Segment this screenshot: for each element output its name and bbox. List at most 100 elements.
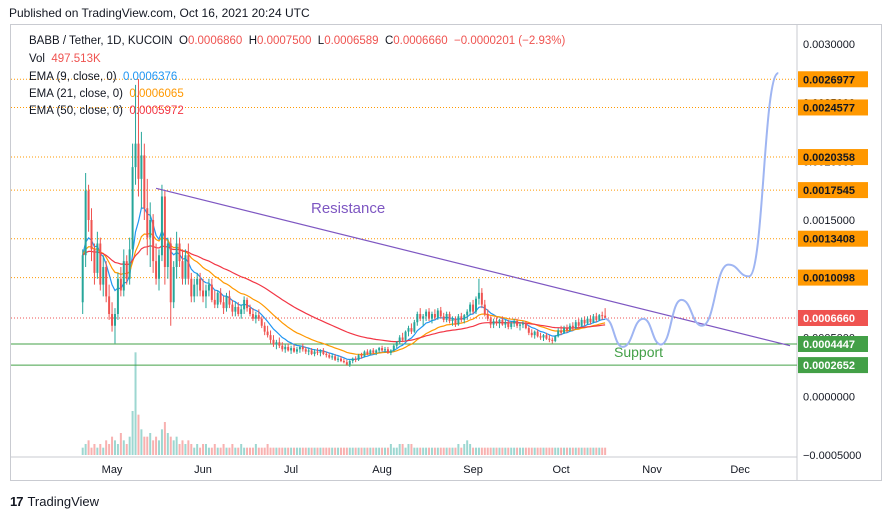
tradingview-brand: TradingView: [27, 494, 100, 509]
volume-bar: [498, 447, 501, 455]
x-tick-label: Aug: [372, 464, 392, 476]
candle-body: [428, 311, 431, 319]
volume-bar: [90, 447, 93, 455]
x-tick-label: Sep: [463, 464, 483, 476]
candle-body: [563, 328, 566, 333]
candle-body: [281, 345, 284, 350]
volume-bar: [251, 447, 254, 455]
candle-body: [360, 355, 363, 357]
volume-bar: [604, 447, 607, 455]
volume-bar: [416, 447, 419, 455]
candle-body: [243, 299, 246, 310]
volume-bar: [322, 447, 325, 455]
level-price-label: 0.0004447: [803, 339, 855, 351]
candle-body: [410, 328, 413, 332]
volume-bar: [504, 447, 507, 455]
x-tick-label: Oct: [553, 464, 570, 476]
volume-bar: [519, 447, 522, 455]
symbol-name: BABB / Tether, 1D, KUCOIN: [29, 35, 173, 47]
volume-bar: [428, 447, 431, 455]
volume-bar: [433, 447, 436, 455]
y-tick-label: 0.0000000: [803, 391, 855, 403]
volume-bar: [589, 447, 592, 455]
volume-bar: [548, 447, 551, 455]
candle-body: [146, 208, 149, 238]
volume-bar: [122, 440, 125, 455]
candle-body: [375, 350, 378, 353]
volume-bar: [410, 444, 413, 455]
candle-body: [328, 355, 331, 358]
candle-body: [560, 330, 563, 333]
volume-bar: [228, 447, 231, 455]
volume-bar: [237, 447, 240, 455]
volume-bar: [248, 447, 251, 455]
volume-bar: [263, 447, 266, 455]
candle-body: [111, 314, 114, 326]
candle-body: [155, 261, 158, 279]
candle-body: [557, 330, 560, 337]
candle-body: [175, 243, 178, 267]
volume-bar: [204, 444, 207, 455]
candle-body: [204, 290, 207, 297]
volume-bar: [166, 433, 169, 455]
candle-body: [222, 302, 225, 309]
candle-body: [451, 318, 454, 322]
volume-bar: [339, 447, 342, 455]
candle-body: [430, 314, 433, 319]
price-chart[interactable]: 0.00300000.00250000.00200000.00150000.00…: [11, 25, 881, 480]
candle-body: [554, 336, 557, 342]
candle-body: [510, 323, 513, 327]
candle-body: [213, 299, 216, 305]
candle-body: [172, 267, 175, 303]
volume-bar: [480, 447, 483, 455]
tradingview-logo[interactable]: 17 TradingView: [10, 494, 99, 509]
candle-body: [122, 261, 125, 291]
volume-bar: [595, 447, 598, 455]
volume-bar: [319, 447, 322, 455]
candle-body: [516, 321, 519, 326]
candle-body: [105, 267, 108, 297]
candle-body: [392, 345, 395, 351]
ema50-legend: EMA (50, close, 0) 0.0005972: [29, 105, 184, 117]
candle-body: [398, 337, 401, 343]
candle-body: [160, 196, 163, 256]
volume-bar: [152, 440, 155, 455]
candle-body: [178, 243, 181, 262]
volume-bar: [445, 447, 448, 455]
volume-bar: [342, 447, 345, 455]
volume-bar: [272, 447, 275, 455]
volume-bar: [243, 447, 246, 455]
volume-bar: [275, 447, 278, 455]
volume-bar: [516, 447, 519, 455]
candle-body: [463, 315, 466, 320]
close-value: 0.0006660: [393, 35, 448, 47]
level-price-label: 0.0026977: [803, 74, 855, 86]
volume-bar: [287, 447, 290, 455]
candle-body: [416, 314, 419, 323]
volume-bar: [295, 447, 298, 455]
resistance-trendline: [155, 187, 791, 347]
volume-bar: [160, 429, 163, 455]
level-price-label: 0.0020358: [803, 152, 855, 164]
candle-body: [207, 284, 210, 291]
volume-bar: [149, 433, 152, 455]
candle-body: [284, 346, 287, 350]
volume-bar: [137, 414, 140, 455]
volume-bar: [348, 447, 351, 455]
candle-body: [334, 356, 337, 360]
candle-body: [319, 350, 322, 353]
chart-frame[interactable]: 0.00300000.00250000.00200000.00150000.00…: [10, 24, 882, 481]
candle-body: [542, 335, 545, 338]
candle-body: [307, 350, 310, 352]
volume-bar: [307, 447, 310, 455]
volume-bar: [507, 447, 510, 455]
volume-bar: [527, 447, 530, 455]
candle-body: [134, 143, 137, 168]
candle-body: [322, 350, 325, 354]
volume-bar: [304, 447, 307, 455]
level-price-tag: [798, 230, 868, 247]
volume-bar: [116, 444, 119, 455]
volume-value: 497.513K: [51, 53, 101, 65]
volume-bar: [469, 444, 472, 455]
volume-bar: [565, 447, 568, 455]
